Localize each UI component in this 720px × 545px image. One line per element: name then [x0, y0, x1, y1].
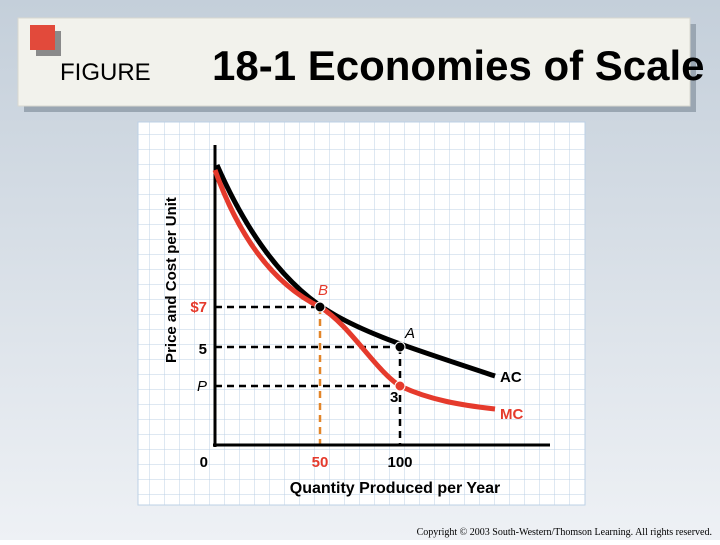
point-mc	[394, 380, 406, 392]
x-label: 50	[312, 454, 329, 471]
curve-label: MC	[500, 406, 523, 423]
y-label: $7	[190, 299, 207, 316]
point-a	[394, 341, 406, 353]
panel-grid	[137, 121, 586, 506]
guides	[215, 305, 402, 445]
mc-curve	[212, 169, 496, 412]
x-label: 100	[387, 454, 412, 471]
copyright: Copyright © 2003 South-Western/Thomson L…	[417, 527, 712, 538]
title: 18-1 Economies of Scale	[212, 42, 705, 89]
icon	[30, 25, 55, 50]
point-b	[314, 301, 326, 313]
curve-label: AC	[500, 369, 522, 386]
title-box	[17, 17, 691, 107]
point-label: B	[318, 282, 328, 299]
y-label: 0	[200, 454, 208, 471]
figure-label: FIGURE	[60, 59, 151, 86]
point-label: A	[404, 325, 415, 342]
x-axis-label: Quantity Produced per Year	[290, 480, 500, 497]
y-axis-label: Price and Cost per Unit	[163, 197, 180, 363]
y-label: P	[197, 378, 207, 395]
y-label: 5	[199, 341, 207, 358]
mc-point-label: 3	[390, 389, 398, 406]
